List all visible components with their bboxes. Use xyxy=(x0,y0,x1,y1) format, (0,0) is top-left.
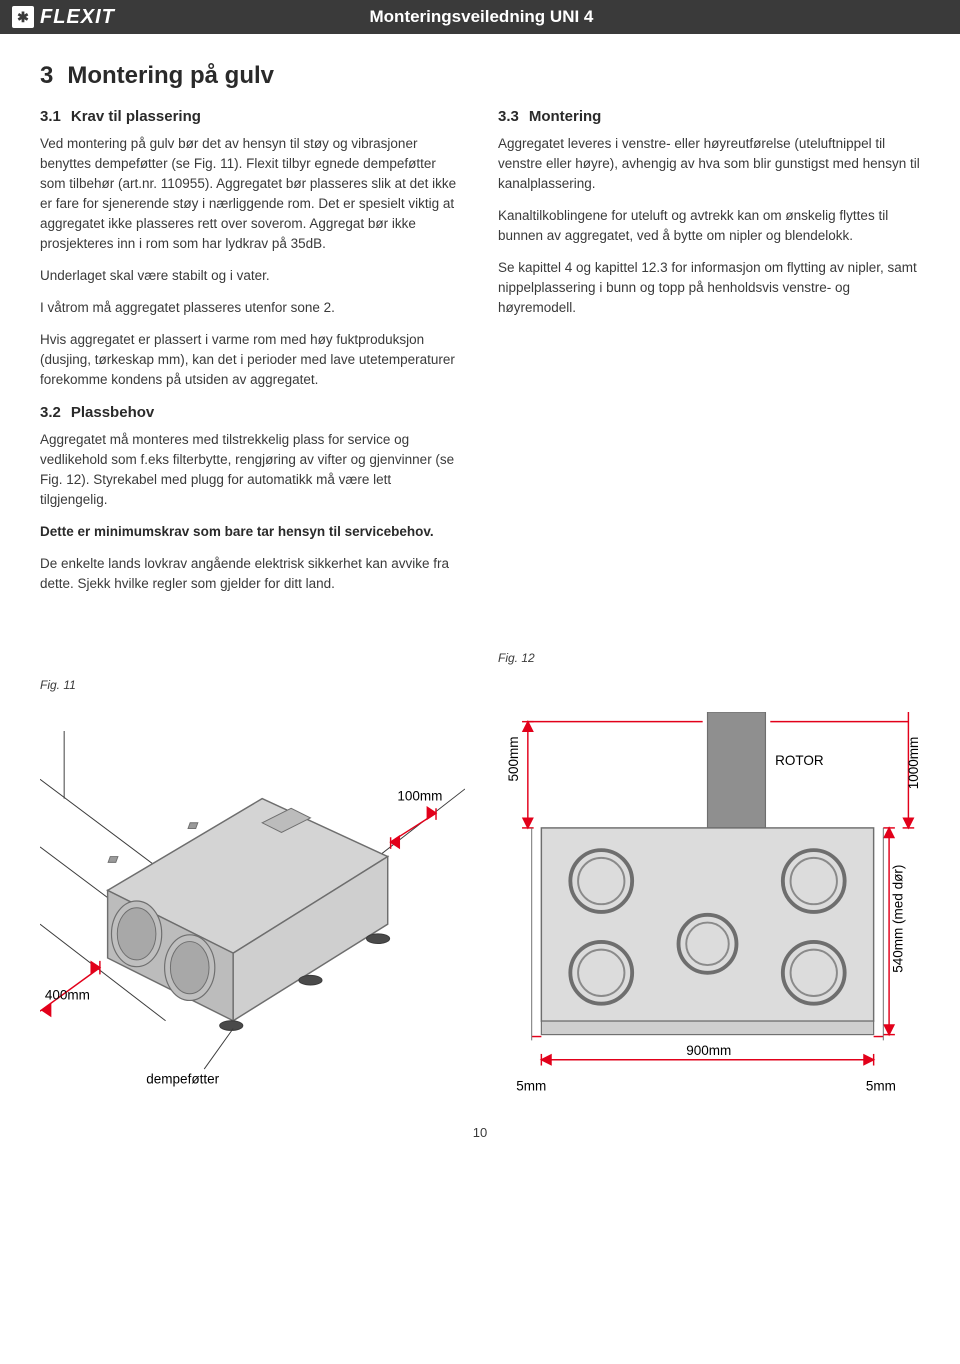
subsection-32: 3.2 Plassbehov xyxy=(40,402,462,424)
figure-caption-11: Fig. 11 xyxy=(40,678,920,692)
right-column: 3.3 Montering Aggregatet leveres i venstr… xyxy=(498,106,920,668)
paragraph: Ved montering på gulv bør det av hensyn … xyxy=(40,134,462,254)
section-title: Montering på gulv xyxy=(67,62,274,89)
paragraph: Aggregatet må monteres med tilstrekkelig… xyxy=(40,430,462,510)
fig11-dim-left: 400mm xyxy=(45,988,90,1003)
paragraph: I våtrom må aggregatet plasseres utenfor… xyxy=(40,298,462,318)
subsection-title: Krav til plassering xyxy=(71,108,201,125)
paragraph-bold: Dette er minimumskrav som bare tar hensy… xyxy=(40,522,462,542)
subsection-31: 3.1 Krav til plassering xyxy=(40,106,462,128)
paragraph: Underlaget skal være stabilt og i vater. xyxy=(40,266,462,286)
subsection-number: 3.3 xyxy=(498,108,519,125)
subsection-number: 3.2 xyxy=(40,404,61,421)
left-column: 3.1 Krav til plassering Ved montering på … xyxy=(40,106,462,668)
fig11-dim-top: 100mm xyxy=(397,789,442,804)
figure-12: ROTOR 500mm 1000mm xyxy=(495,712,920,1103)
figure-12-svg: ROTOR 500mm 1000mm xyxy=(495,712,920,1098)
figure-11-svg: 100mm 400mm dempeføtter xyxy=(40,731,465,1098)
paragraph: De enkelte lands lovkrav angående elektr… xyxy=(40,554,462,594)
paragraph: Aggregatet leveres i venstre- eller høyr… xyxy=(498,134,920,194)
subsection-33: 3.3 Montering xyxy=(498,106,920,128)
subsection-title: Plassbehov xyxy=(71,404,154,421)
page-header: ✱ FLEXIT Monteringsveiledning UNI 4 xyxy=(0,0,960,34)
fig11-feet-label: dempeføtter xyxy=(146,1072,219,1087)
page-number: 10 xyxy=(0,1113,960,1160)
fig12-dim-bottom: 900mm xyxy=(686,1043,731,1058)
subsection-number: 3.1 xyxy=(40,108,61,125)
logo-text: FLEXIT xyxy=(40,6,115,29)
section-number: 3 xyxy=(40,62,53,89)
paragraph: Kanaltilkoblingene for uteluft og avtrek… xyxy=(498,206,920,246)
section-heading: 3 Montering på gulv xyxy=(40,62,920,90)
fig12-dim-gap-right: 5mm xyxy=(866,1078,896,1093)
page-content: 3 Montering på gulv 3.1 Krav til plasserin… xyxy=(0,34,960,1113)
doc-title: Monteringsveiledning UNI 4 xyxy=(115,7,948,27)
text-columns: 3.1 Krav til plassering Ved montering på … xyxy=(40,106,920,668)
figure-11: 100mm 400mm dempeføtter xyxy=(40,731,465,1103)
fig12-dim-gap-left: 5mm xyxy=(516,1078,546,1093)
fig12-dim-top-right: 1000mm xyxy=(906,736,920,789)
paragraph: Hvis aggregatet er plassert i varme rom … xyxy=(40,330,462,390)
fig12-rotor-label: ROTOR xyxy=(775,753,824,768)
figure-caption-12: Fig. 12 xyxy=(498,650,920,668)
logo: ✱ FLEXIT xyxy=(12,6,115,29)
figures-row: 100mm 400mm dempeføtter xyxy=(40,712,920,1103)
subsection-title: Montering xyxy=(529,108,602,125)
paragraph: Se kapittel 4 og kapittel 12.3 for infor… xyxy=(498,258,920,318)
fig12-dim-top-left: 500mm xyxy=(506,736,521,781)
logo-icon: ✱ xyxy=(12,6,34,28)
fig12-dim-right: 540mm (med dør) xyxy=(891,864,906,972)
